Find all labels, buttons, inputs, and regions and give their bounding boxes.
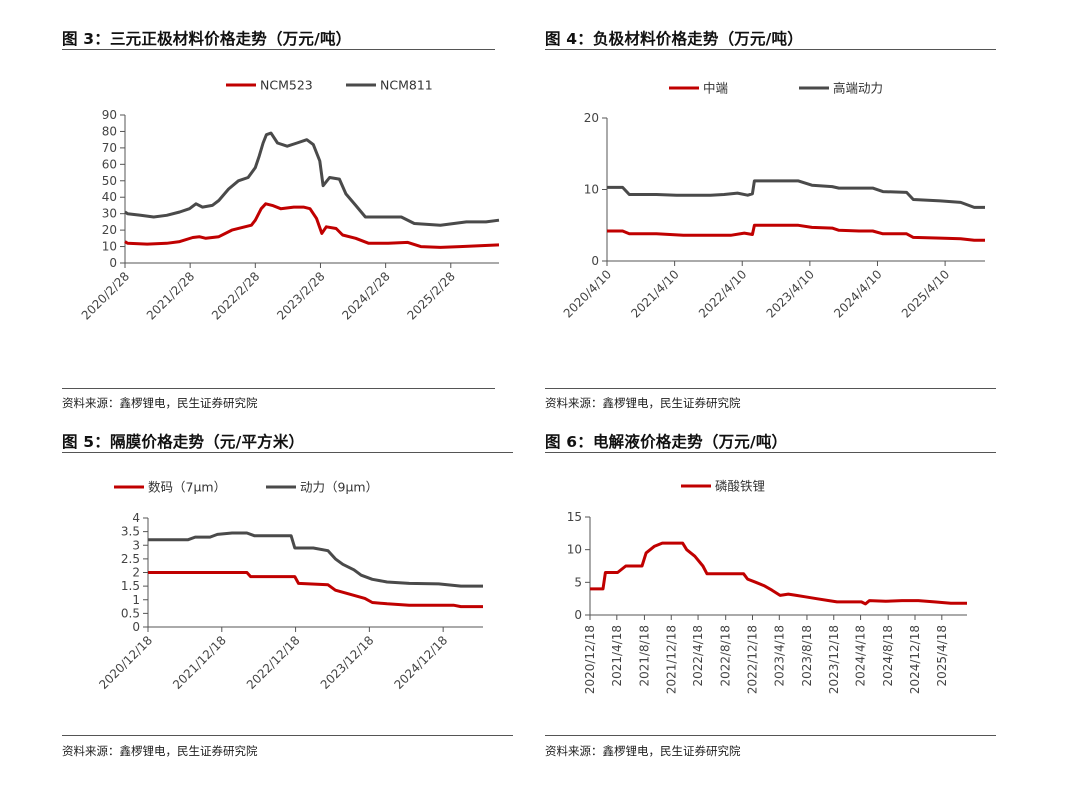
y-tick-label: 4: [132, 511, 140, 525]
source-rule: [545, 735, 996, 736]
x-tick-label: 2021/4/18: [610, 625, 624, 687]
series-line-2: [124, 131, 500, 227]
y-tick-label: 40: [102, 190, 117, 204]
panel-fig3: 图 3：三元正极材料价格走势（万元/吨） 0 10 20 30 40 50 60 70 80 90…: [62, 27, 500, 417]
x-tick-label: 2023/4/10: [764, 267, 817, 320]
title-rule: [62, 452, 513, 453]
x-tick-label: 2024/12/18: [391, 633, 450, 692]
x-tick-label: 2020/4/10: [561, 267, 614, 320]
source-text: 资料来源：鑫椤锂电，民生证券研究院: [545, 396, 741, 410]
legend-label: NCM811: [380, 78, 433, 93]
chart-title: 图 6：电解液价格走势（万元/吨）: [545, 433, 788, 451]
y-tick-label: 5: [574, 575, 582, 589]
y-tick-label: 20: [102, 223, 117, 237]
title-rule: [545, 49, 996, 50]
y-tick-label: 20: [584, 111, 599, 125]
x-tick-label: 2023/12/18: [827, 625, 841, 694]
x-tick-label: 2023/8/18: [800, 625, 814, 687]
series-line-1: [148, 571, 483, 609]
chart-title: 图 3：三元正极材料价格走势（万元/吨）: [62, 30, 352, 48]
y-tick-label: 15: [567, 510, 582, 524]
y-tick-label: 50: [102, 174, 117, 188]
y-tick-label: 10: [567, 543, 582, 557]
x-tick-label: 2021/8/18: [637, 625, 651, 687]
x-tick-label: 2022/12/18: [244, 633, 303, 692]
chart-fig4: 0 10 20 2020/4/10 2021/4/10 2022/4/10 2023/4/1…: [561, 81, 985, 321]
x-tick-label: 2025/4/10: [899, 267, 952, 320]
x-tick-label: 2024/4/10: [831, 267, 884, 320]
x-tick-label: 2022/2/28: [209, 269, 262, 322]
y-tick-label: 10: [102, 240, 117, 254]
source-text: 资料来源：鑫椤锂电，民生证券研究院: [62, 744, 258, 758]
chart-title: 图 5：隔膜价格走势（元/平方米）: [62, 433, 305, 451]
legend-label: 动力（9μm）: [300, 480, 378, 495]
x-tick-label: 2020/2/28: [79, 269, 132, 322]
x-tick-label: 2022/8/18: [719, 625, 733, 687]
series-line-1: [607, 223, 985, 242]
y-tick-label: 10: [584, 183, 599, 197]
series-line-1: [590, 541, 967, 606]
x-tick-label: 2025/2/28: [404, 269, 457, 322]
source-rule: [62, 735, 513, 736]
title-rule: [62, 49, 495, 50]
x-tick-label: 2023/2/28: [274, 269, 327, 322]
y-tick-label: 0: [109, 256, 117, 270]
x-tick-label: 2020/12/18: [96, 633, 155, 692]
x-tick-label: 2024/8/18: [881, 625, 895, 687]
y-tick-label: 0.5: [121, 606, 140, 620]
chart-fig6: 0 5 10 15 2020/12/18 2021/4/18 2021/8/18 2021/1…: [567, 479, 967, 694]
x-tick-label: 2021/12/18: [664, 625, 678, 694]
y-tick-label: 3: [132, 538, 140, 552]
source-text: 资料来源：鑫椤锂电，民生证券研究院: [545, 744, 741, 758]
x-tick-label: 2021/12/18: [170, 633, 229, 692]
legend-label: 数码（7μm）: [148, 480, 226, 495]
y-tick-label: 30: [102, 207, 117, 221]
legend-label: NCM523: [260, 78, 313, 93]
chart-fig5: 00.511.522.533.54 2020/12/18 2021/12/18 202…: [96, 480, 483, 692]
y-tick-label: 80: [102, 124, 117, 138]
y-tick-label: 60: [102, 157, 117, 171]
title-rule: [545, 452, 996, 453]
series-line-2: [607, 179, 985, 209]
y-tick-label: 0: [132, 620, 140, 634]
x-tick-label: 2024/12/18: [908, 625, 922, 694]
panel-fig4: 图 4：负极材料价格走势（万元/吨） 0 10 20 2020/4/10 2021/4/…: [545, 27, 996, 417]
x-tick-label: 2024/4/18: [854, 625, 868, 687]
x-tick-label: 2021/2/28: [144, 269, 197, 322]
x-tick-label: 2021/4/10: [628, 267, 681, 320]
x-tick-label: 2022/4/18: [691, 625, 705, 687]
y-tick-label: 90: [102, 108, 117, 122]
source-rule: [62, 388, 495, 389]
legend-label: 高端动力: [833, 81, 883, 96]
x-tick-label: 2022/12/18: [746, 625, 760, 694]
panel-fig5: 图 5：隔膜价格走势（元/平方米） 0 0.5 1 1.5 2 2.5 3 3.5 4 2020/…: [62, 430, 513, 780]
x-tick-label: 2022/4/10: [696, 267, 749, 320]
y-tick-label: 0: [591, 254, 599, 268]
series-line-1: [124, 202, 500, 249]
y-tick-label: 3.5: [121, 525, 140, 539]
chart-title: 图 4：负极材料价格走势（万元/吨）: [545, 30, 803, 48]
y-tick-label: 70: [102, 141, 117, 155]
y-tick-label: 2.5: [121, 552, 140, 566]
legend-label: 中端: [703, 81, 728, 96]
source-text: 资料来源：鑫椤锂电，民生证券研究院: [62, 396, 258, 410]
y-tick-label: 0: [574, 608, 582, 622]
y-tick-label: 2: [132, 566, 140, 580]
y-tick-label: 1: [132, 593, 140, 607]
y-tick-label: 1.5: [121, 579, 140, 593]
x-tick-label: 2023/4/18: [772, 625, 786, 687]
panel-fig6: 图 6：电解液价格走势（万元/吨） 0 5 10 15 2020/12/18 2021/4…: [545, 430, 996, 780]
legend-label: 磷酸铁锂: [715, 479, 765, 494]
x-tick-label: 2025/4/18: [935, 625, 949, 687]
x-tick-label: 2023/12/18: [318, 633, 377, 692]
x-tick-label: 2020/12/18: [583, 625, 597, 694]
series-line-2: [148, 531, 483, 588]
source-rule: [545, 388, 996, 389]
x-tick-label: 2024/2/28: [339, 269, 392, 322]
